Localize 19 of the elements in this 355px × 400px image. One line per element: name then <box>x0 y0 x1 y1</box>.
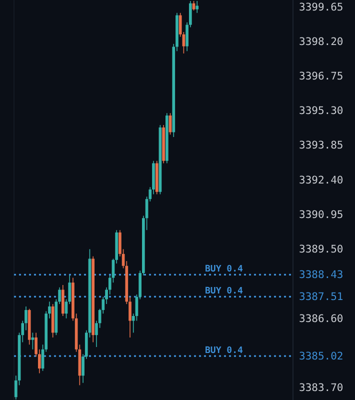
y-tick-label: 3393.85 <box>299 140 344 152</box>
y-tick-label: 3396.75 <box>299 70 344 82</box>
y-tick-label: 3389.50 <box>299 244 344 256</box>
candlestick <box>196 0 199 14</box>
ref-line-label: BUY 0.4 <box>205 346 244 356</box>
candlestick <box>61 284 64 316</box>
candlestick <box>31 332 34 350</box>
y-tick-label: 3387.51 <box>299 291 344 304</box>
ref-line-label: BUY 0.4 <box>205 286 244 297</box>
ref-line-label: BUY 0.4 <box>205 264 244 275</box>
y-tick-label: 3395.30 <box>299 105 344 118</box>
y-tick-label: 3388.43 <box>299 269 344 282</box>
y-tick-label: 3383.70 <box>299 382 344 394</box>
y-tick-label: 3398.20 <box>299 36 344 48</box>
y-tick-label: 3385.02 <box>299 350 344 362</box>
y-tick-label: 3392.40 <box>299 174 344 186</box>
y-tick-label: 3390.95 <box>299 208 344 221</box>
y-tick-label: 3399.65 <box>299 1 344 14</box>
y-tick-label: 3386.60 <box>299 312 344 325</box>
